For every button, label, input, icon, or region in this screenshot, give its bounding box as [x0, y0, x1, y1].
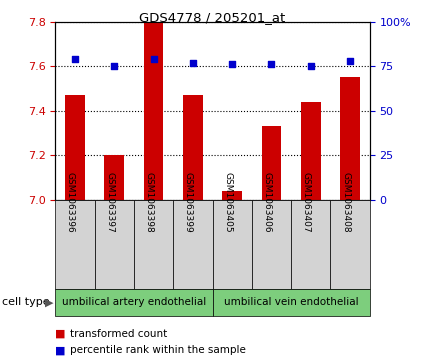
- Bar: [94, 200, 134, 289]
- Text: GSM1063406: GSM1063406: [263, 172, 272, 233]
- Text: ■: ■: [55, 345, 66, 355]
- Bar: [252, 200, 291, 289]
- Text: transformed count: transformed count: [70, 329, 167, 339]
- Bar: [262, 126, 281, 200]
- Text: GSM1063399: GSM1063399: [184, 172, 193, 233]
- Bar: [291, 200, 331, 289]
- Text: umbilical artery endothelial: umbilical artery endothelial: [62, 297, 206, 307]
- Bar: [301, 102, 320, 200]
- Bar: [105, 155, 124, 200]
- Point: [268, 62, 275, 68]
- Bar: [173, 200, 212, 289]
- Bar: [55, 289, 212, 316]
- Point: [347, 58, 354, 64]
- Text: GSM1063396: GSM1063396: [66, 172, 75, 233]
- Text: ■: ■: [55, 329, 66, 339]
- Bar: [212, 289, 370, 316]
- Text: ▶: ▶: [45, 297, 53, 307]
- Text: umbilical vein endothelial: umbilical vein endothelial: [224, 297, 358, 307]
- Text: GSM1063405: GSM1063405: [223, 172, 232, 233]
- Bar: [55, 200, 94, 289]
- Point: [229, 62, 235, 68]
- Text: GDS4778 / 205201_at: GDS4778 / 205201_at: [139, 11, 286, 24]
- Point: [150, 56, 157, 62]
- Bar: [331, 200, 370, 289]
- Bar: [340, 77, 360, 200]
- Bar: [212, 200, 252, 289]
- Bar: [222, 191, 242, 200]
- Bar: [183, 95, 203, 200]
- Text: GSM1063398: GSM1063398: [144, 172, 153, 233]
- Point: [190, 60, 196, 66]
- Text: cell type: cell type: [2, 297, 50, 307]
- Text: GSM1063408: GSM1063408: [341, 172, 350, 233]
- Bar: [134, 200, 173, 289]
- Point: [111, 64, 118, 69]
- Bar: [65, 95, 85, 200]
- Point: [71, 56, 78, 62]
- Text: GSM1063407: GSM1063407: [302, 172, 311, 233]
- Text: GSM1063397: GSM1063397: [105, 172, 114, 233]
- Point: [307, 64, 314, 69]
- Bar: [144, 22, 163, 200]
- Text: percentile rank within the sample: percentile rank within the sample: [70, 345, 246, 355]
